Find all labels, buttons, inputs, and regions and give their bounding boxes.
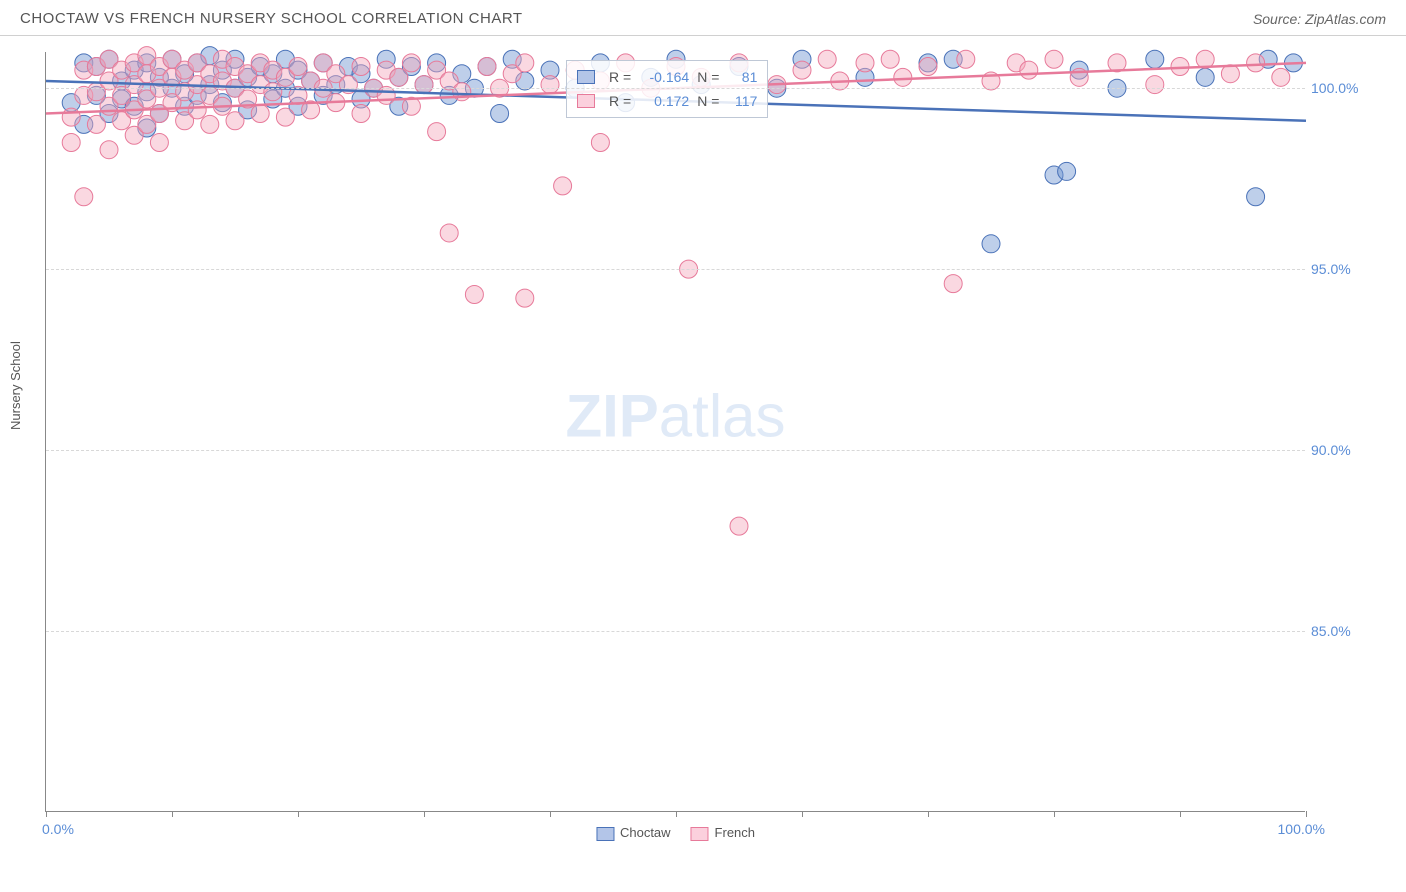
- data-point: [1196, 68, 1214, 86]
- scatter-plot-svg: [46, 52, 1305, 811]
- data-point: [818, 50, 836, 68]
- data-point: [100, 141, 118, 159]
- data-point: [516, 54, 534, 72]
- data-point: [944, 275, 962, 293]
- data-point: [276, 108, 294, 126]
- x-tick: [1054, 811, 1055, 817]
- data-point: [201, 115, 219, 133]
- x-axis-min-label: 0.0%: [42, 821, 74, 837]
- data-point: [289, 57, 307, 75]
- data-point: [1221, 65, 1239, 83]
- data-point: [919, 57, 937, 75]
- data-point: [226, 112, 244, 130]
- data-point: [150, 133, 168, 151]
- french-swatch-icon: [577, 94, 595, 108]
- data-point: [428, 123, 446, 141]
- chart-title: CHOCTAW VS FRENCH NURSERY SCHOOL CORRELA…: [20, 10, 523, 27]
- chart-plot-area: ZIPatlas R = -0.164 N = 81 R = 0.172 N =…: [45, 52, 1305, 812]
- y-tick-label: 100.0%: [1311, 80, 1401, 96]
- choctaw-legend-swatch-icon: [596, 827, 614, 841]
- legend-item-french: French: [691, 825, 755, 841]
- x-tick: [424, 811, 425, 817]
- gridline: [46, 88, 1305, 89]
- y-tick-label: 95.0%: [1311, 261, 1401, 277]
- x-tick: [928, 811, 929, 817]
- legend-row-french: R = 0.172 N = 117: [577, 89, 757, 113]
- chart-source: Source: ZipAtlas.com: [1253, 11, 1386, 27]
- y-tick-label: 85.0%: [1311, 623, 1401, 639]
- data-point: [188, 101, 206, 119]
- french-legend-swatch-icon: [691, 827, 709, 841]
- y-tick-label: 90.0%: [1311, 442, 1401, 458]
- gridline: [46, 631, 1305, 632]
- data-point: [856, 54, 874, 72]
- data-point: [87, 115, 105, 133]
- series-legend: Choctaw French: [596, 825, 755, 841]
- data-point: [982, 235, 1000, 253]
- data-point: [251, 105, 269, 123]
- x-axis-max-label: 100.0%: [1278, 821, 1325, 837]
- data-point: [541, 76, 559, 94]
- gridline: [46, 450, 1305, 451]
- data-point: [730, 517, 748, 535]
- data-point: [478, 57, 496, 75]
- choctaw-swatch-icon: [577, 70, 595, 84]
- data-point: [1146, 50, 1164, 68]
- data-point: [440, 224, 458, 242]
- data-point: [264, 83, 282, 101]
- data-point: [402, 54, 420, 72]
- data-point: [1058, 162, 1076, 180]
- gridline: [46, 269, 1305, 270]
- x-tick: [46, 811, 47, 817]
- y-axis-label: Nursery School: [8, 341, 23, 430]
- x-tick: [676, 811, 677, 817]
- data-point: [1045, 50, 1063, 68]
- data-point: [793, 61, 811, 79]
- x-tick: [172, 811, 173, 817]
- data-point: [1247, 54, 1265, 72]
- data-point: [491, 105, 509, 123]
- data-point: [554, 177, 572, 195]
- data-point: [62, 108, 80, 126]
- data-point: [75, 188, 93, 206]
- data-point: [1272, 68, 1290, 86]
- x-tick: [550, 811, 551, 817]
- x-tick: [802, 811, 803, 817]
- chart-header: CHOCTAW VS FRENCH NURSERY SCHOOL CORRELA…: [0, 0, 1406, 36]
- data-point: [415, 76, 433, 94]
- data-point: [352, 57, 370, 75]
- data-point: [1247, 188, 1265, 206]
- data-point: [881, 50, 899, 68]
- data-point: [957, 50, 975, 68]
- data-point: [1146, 76, 1164, 94]
- data-point: [352, 105, 370, 123]
- data-point: [894, 68, 912, 86]
- data-point: [465, 285, 483, 303]
- data-point: [62, 133, 80, 151]
- data-point: [390, 68, 408, 86]
- data-point: [516, 289, 534, 307]
- x-tick: [298, 811, 299, 817]
- x-tick: [1306, 811, 1307, 817]
- data-point: [1020, 61, 1038, 79]
- legend-item-choctaw: Choctaw: [596, 825, 671, 841]
- data-point: [591, 133, 609, 151]
- x-tick: [1180, 811, 1181, 817]
- legend-row-choctaw: R = -0.164 N = 81: [577, 65, 757, 89]
